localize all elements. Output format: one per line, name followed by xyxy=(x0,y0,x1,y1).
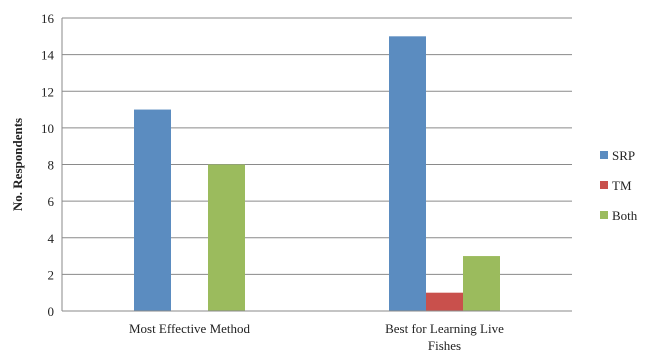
y-tick-label: 4 xyxy=(48,231,55,246)
legend-label-tm: TM xyxy=(612,178,632,193)
bar-tm-1 xyxy=(426,292,463,311)
y-tick-label: 16 xyxy=(41,11,55,26)
bars xyxy=(134,36,500,311)
bar-both-0 xyxy=(208,164,245,311)
bar-both-1 xyxy=(463,256,500,311)
x-category-label: Most Effective Method xyxy=(129,321,251,336)
bar-srp-1 xyxy=(389,36,426,311)
y-tick-label: 6 xyxy=(48,194,55,209)
legend-swatch-both xyxy=(600,211,608,219)
y-tick-label: 14 xyxy=(41,48,55,63)
x-category-label: Best for Learning Live Fishes xyxy=(385,321,504,353)
y-tick-labels: 0 2 4 6 8 10 12 14 16 xyxy=(41,11,55,319)
y-tick-label: 2 xyxy=(48,267,55,282)
y-axis-label: No. Respondents xyxy=(10,118,25,211)
y-tick-label: 8 xyxy=(48,158,55,173)
legend-label-both: Both xyxy=(612,208,638,223)
legend: SRP TM Both xyxy=(600,148,638,223)
x-category-labels: Most Effective Method Best for Learning L… xyxy=(129,321,504,353)
y-tick-label: 10 xyxy=(41,121,54,136)
bar-srp-0 xyxy=(134,109,171,311)
y-tick-label: 0 xyxy=(48,304,55,319)
legend-label-srp: SRP xyxy=(612,148,635,163)
legend-swatch-srp xyxy=(600,151,608,159)
y-tick-label: 12 xyxy=(41,84,54,99)
legend-swatch-tm xyxy=(600,181,608,189)
